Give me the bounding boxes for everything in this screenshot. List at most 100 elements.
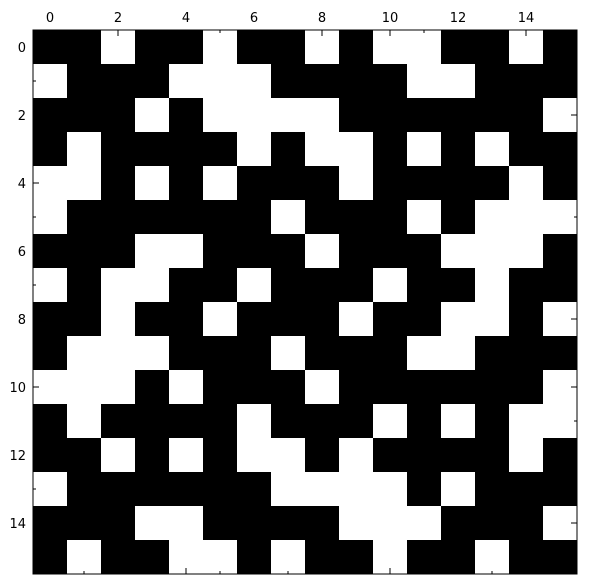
matrix-cell (237, 438, 272, 473)
matrix-cell (67, 302, 102, 337)
matrix-cell (475, 404, 510, 439)
matrix-cell (271, 30, 306, 65)
matrix-cell (33, 132, 68, 167)
matrix-cell (271, 64, 306, 99)
matrix-cell (203, 370, 238, 405)
x-tick-label: 10 (382, 11, 399, 26)
matrix-cell (407, 166, 442, 201)
matrix-cell (509, 200, 544, 235)
matrix-cell (475, 370, 510, 405)
matrix-cell (67, 540, 102, 575)
matrix-cell (373, 166, 408, 201)
matrix-cell (441, 234, 476, 269)
matrix-cell (169, 370, 204, 405)
matrix-cell (543, 268, 578, 303)
matrix-cell (135, 200, 170, 235)
matrix-cell (203, 166, 238, 201)
y-tick-label: 8 (18, 313, 26, 328)
x-tick-label: 0 (46, 11, 54, 26)
matrix-cell (101, 302, 136, 337)
matrix-cell (475, 64, 510, 99)
matrix-cell (509, 234, 544, 269)
x-tick-label: 4 (182, 11, 190, 26)
matrix-cell (33, 200, 68, 235)
matrix-cell (373, 438, 408, 473)
matrix-cell (135, 472, 170, 507)
matrix-cell (237, 506, 272, 541)
matrix-cell (305, 472, 340, 507)
matrix-cell (305, 64, 340, 99)
matrix-cell (67, 132, 102, 167)
matrix-cell (339, 540, 374, 575)
matrix-cell (441, 506, 476, 541)
matrix-cell (271, 540, 306, 575)
matrix-cell (543, 200, 578, 235)
y-tick-label: 0 (18, 41, 26, 56)
matrix-cell (407, 302, 442, 337)
matrix-cell (101, 268, 136, 303)
matrix-cell (237, 64, 272, 99)
matrix-cell (475, 234, 510, 269)
matrix-cell (407, 200, 442, 235)
matrix-cell (237, 336, 272, 371)
matrix-cell (67, 200, 102, 235)
matrix-cell (475, 132, 510, 167)
matrix-cell (543, 132, 578, 167)
matrix-cell (475, 302, 510, 337)
matrix-cell (339, 132, 374, 167)
x-tick-label: 14 (518, 11, 535, 26)
matrix-cell (135, 336, 170, 371)
matrix-cell (237, 404, 272, 439)
matrix-cell (305, 336, 340, 371)
matrix-cell (441, 336, 476, 371)
matrix-cell (237, 132, 272, 167)
y-tick-label: 10 (9, 381, 26, 396)
matrix-cell (237, 166, 272, 201)
x-tick-label: 6 (250, 11, 258, 26)
matrix-cell (509, 438, 544, 473)
matrix-cell (101, 132, 136, 167)
matrix-cell (203, 438, 238, 473)
matrix-cell (339, 438, 374, 473)
matrix-cell (509, 370, 544, 405)
matrix-cell (203, 132, 238, 167)
matrix-cell (407, 336, 442, 371)
matrix-cell (135, 370, 170, 405)
matrix-cell (543, 404, 578, 439)
matrix-cell (101, 200, 136, 235)
matrix-cell (407, 370, 442, 405)
matrix-cell (67, 98, 102, 133)
matrix-cell (67, 30, 102, 65)
matrix-cell (475, 506, 510, 541)
matrix-cell (339, 98, 374, 133)
y-tick-label: 4 (18, 177, 26, 192)
matrix-cell (101, 166, 136, 201)
matrix-cell (441, 370, 476, 405)
matrix-cell (373, 336, 408, 371)
matrix-cell (271, 336, 306, 371)
matrix-cell (237, 472, 272, 507)
matrix-cell (543, 64, 578, 99)
matrix-cell (67, 64, 102, 99)
matrix-cell (373, 268, 408, 303)
matrix-cell (441, 166, 476, 201)
matrix-cell (67, 234, 102, 269)
matrix-cell (67, 506, 102, 541)
matrix-cell (305, 438, 340, 473)
matrix-cell (339, 64, 374, 99)
matrix-cell (441, 438, 476, 473)
matrix-cell (339, 30, 374, 65)
matrix-cell (33, 404, 68, 439)
matrix-cell (339, 200, 374, 235)
matrix-cell (373, 200, 408, 235)
matrix-cell (169, 472, 204, 507)
matrix-cell (305, 506, 340, 541)
matrix-cell (135, 166, 170, 201)
matrix-cell (509, 472, 544, 507)
matrix-cell (237, 268, 272, 303)
plot-frame (32, 29, 578, 575)
matrix-cell (101, 438, 136, 473)
matrix-cell (339, 166, 374, 201)
matrix-cell (169, 132, 204, 167)
matrix-cell (271, 200, 306, 235)
